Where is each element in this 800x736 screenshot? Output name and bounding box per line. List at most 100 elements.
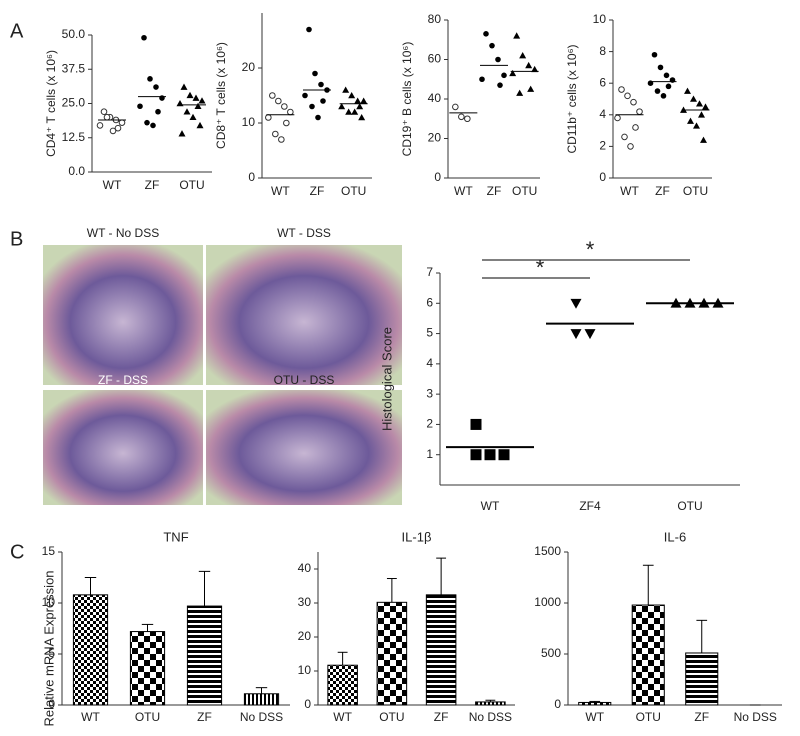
point xyxy=(464,115,471,123)
point xyxy=(696,100,703,107)
histology-image xyxy=(43,390,203,505)
point xyxy=(687,117,694,124)
panel-label: B xyxy=(10,228,23,250)
point xyxy=(479,76,485,83)
point xyxy=(495,56,501,63)
x-tick-label: ZF xyxy=(145,178,160,192)
point xyxy=(272,130,279,138)
y-tick-label: 25.0 xyxy=(62,96,86,110)
y-tick-label: 20 xyxy=(298,629,312,643)
x-tick-label: WT xyxy=(103,178,122,192)
y-tick-label: 12.5 xyxy=(62,130,86,144)
point xyxy=(141,34,147,41)
point xyxy=(497,82,503,88)
point xyxy=(621,133,628,141)
y-tick-label: 6 xyxy=(599,75,606,89)
point xyxy=(627,143,634,150)
x-tick-label: No DSS xyxy=(734,710,777,724)
y-tick-label: 80 xyxy=(428,12,442,26)
chart-title: IL-1β xyxy=(402,529,432,544)
point xyxy=(525,61,533,69)
x-tick-label: ZF xyxy=(694,710,709,724)
x-tick-label: WT xyxy=(481,499,500,513)
x-tick-label: WT xyxy=(81,710,100,724)
point xyxy=(144,119,150,126)
y-tick-label: 7 xyxy=(426,265,433,279)
point xyxy=(100,108,108,116)
point xyxy=(265,114,272,121)
point xyxy=(318,81,324,88)
point xyxy=(470,418,482,430)
y-tick-label: 50.0 xyxy=(62,27,86,41)
x-tick-label: OTU xyxy=(512,184,537,198)
point xyxy=(570,329,582,340)
point xyxy=(700,136,707,143)
bar xyxy=(475,701,506,706)
point xyxy=(618,86,625,93)
point xyxy=(698,111,705,118)
panel-label: C xyxy=(10,541,24,563)
point xyxy=(584,329,596,340)
x-tick-label: ZF xyxy=(434,710,449,724)
point xyxy=(275,97,282,105)
point xyxy=(630,98,637,106)
bar xyxy=(631,604,665,706)
x-tick-label: OTU xyxy=(677,499,702,513)
point xyxy=(198,97,206,104)
point xyxy=(155,108,161,115)
y-tick-label: 20 xyxy=(428,131,442,145)
point xyxy=(342,86,350,93)
point xyxy=(153,84,159,90)
point xyxy=(657,64,664,71)
point xyxy=(269,92,276,99)
point xyxy=(150,122,156,129)
bar xyxy=(578,701,612,706)
x-tick-label: ZF xyxy=(197,710,212,724)
point xyxy=(186,91,194,99)
point xyxy=(354,97,362,104)
point xyxy=(690,95,697,102)
point xyxy=(654,88,661,94)
point xyxy=(702,103,709,110)
significance-label: * xyxy=(536,255,545,280)
x-tick-label: OTU xyxy=(135,710,160,724)
point xyxy=(348,92,356,99)
y-tick-label: 0 xyxy=(434,170,441,184)
y-axis-label: Relative mRNA Expression xyxy=(41,570,56,726)
x-tick-label: ZF4 xyxy=(579,499,601,513)
point xyxy=(632,124,639,131)
point xyxy=(312,70,318,77)
point xyxy=(636,108,643,115)
point xyxy=(527,85,535,92)
y-tick-label: 1000 xyxy=(534,595,561,609)
x-tick-label: No DSS xyxy=(469,710,512,724)
point xyxy=(189,113,197,120)
point xyxy=(114,124,122,132)
point xyxy=(452,103,459,111)
x-tick-label: ZF xyxy=(487,184,502,198)
bar xyxy=(186,605,223,706)
point xyxy=(360,97,368,104)
bar xyxy=(72,594,109,706)
x-tick-label: OTU xyxy=(379,710,404,724)
y-tick-label: 0.0 xyxy=(68,164,85,178)
image-label: ZF - DSS xyxy=(98,373,148,387)
x-tick-label: OTU xyxy=(636,710,661,724)
bar xyxy=(425,594,457,706)
significance-label: * xyxy=(586,237,595,262)
bar xyxy=(376,601,408,706)
y-axis-label: CD8⁺ T cells (x 10⁶) xyxy=(214,42,228,149)
point xyxy=(351,108,359,115)
y-tick-label: 0 xyxy=(48,697,55,711)
point xyxy=(693,122,700,129)
x-tick-label: WT xyxy=(620,184,639,198)
histology-images: WT - No DSS WT - DSS ZF - DSS OTU - DSS xyxy=(43,226,402,505)
point xyxy=(665,83,672,90)
image-label: WT - No DSS xyxy=(87,226,159,240)
x-tick-label: WT xyxy=(333,710,352,724)
point xyxy=(516,89,524,96)
y-tick-label: 40 xyxy=(428,91,442,105)
point xyxy=(660,93,667,99)
x-tick-label: WT xyxy=(271,184,290,198)
